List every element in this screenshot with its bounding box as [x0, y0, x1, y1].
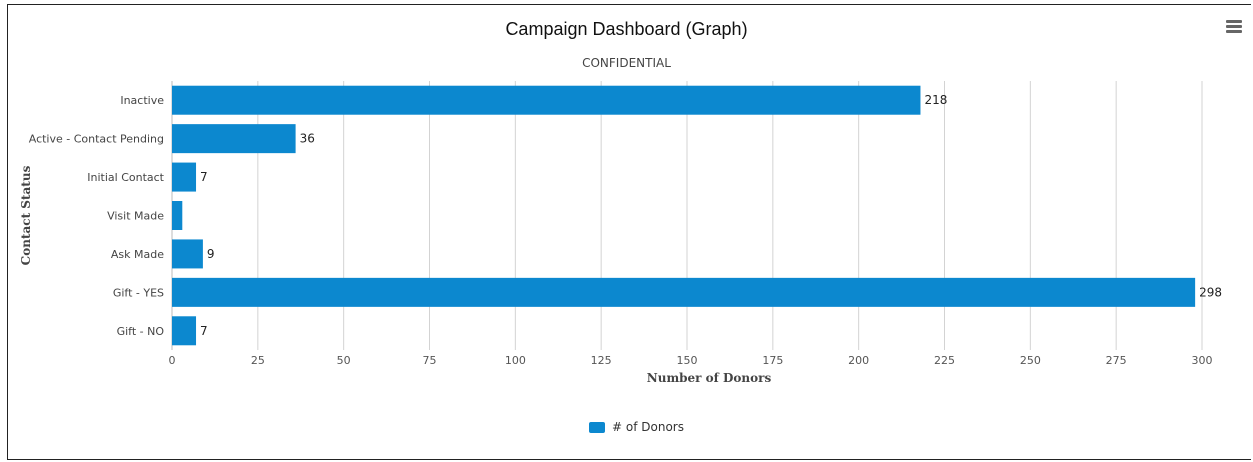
x-tick-label: 175: [762, 354, 783, 367]
x-tick-label: 25: [251, 354, 265, 367]
data-label: 7: [200, 170, 208, 184]
x-tick-label: 200: [848, 354, 869, 367]
x-tick-label: 125: [591, 354, 612, 367]
data-label: 36: [300, 132, 315, 146]
chart-title: Campaign Dashboard (Graph): [505, 19, 748, 39]
x-tick-label: 225: [934, 354, 955, 367]
chart-subtitle: CONFIDENTIAL: [582, 56, 671, 70]
x-axis-title: Number of Donors: [647, 371, 772, 385]
x-tick-label: 50: [337, 354, 351, 367]
y-category-label: Visit Made: [107, 210, 164, 223]
bar: [172, 85, 921, 115]
y-category-label: Initial Contact: [87, 171, 164, 184]
data-label: 9: [207, 247, 215, 261]
x-tick-label: 275: [1106, 354, 1127, 367]
data-label: 218: [924, 93, 947, 107]
y-category-label: Inactive: [120, 94, 164, 107]
hamburger-menu-icon[interactable]: [1226, 20, 1242, 34]
y-category-label: Gift - NO: [117, 325, 165, 338]
bar: [172, 124, 296, 154]
y-axis-title: Contact Status: [19, 165, 33, 265]
bar: [172, 239, 203, 269]
y-category-label: Active - Contact Pending: [29, 133, 164, 146]
data-label: 298: [1199, 285, 1222, 299]
bar: [172, 316, 197, 346]
x-tick-label: 100: [505, 354, 526, 367]
x-tick-label: 75: [423, 354, 437, 367]
x-tick-label: 0: [169, 354, 176, 367]
legend-label: # of Donors: [612, 420, 684, 434]
y-category-label: Gift - YES: [113, 286, 164, 299]
chart-container: [7, 4, 1251, 460]
x-tick-label: 150: [677, 354, 698, 367]
x-tick-label: 250: [1020, 354, 1041, 367]
data-label: 7: [200, 324, 208, 338]
bar: [172, 277, 1196, 307]
y-category-label: Ask Made: [111, 248, 164, 261]
bar: [172, 162, 197, 192]
legend-swatch: [589, 421, 605, 433]
legend-item[interactable]: # of Donors: [589, 420, 684, 434]
x-tick-label: 300: [1192, 354, 1213, 367]
bar: [172, 201, 183, 230]
